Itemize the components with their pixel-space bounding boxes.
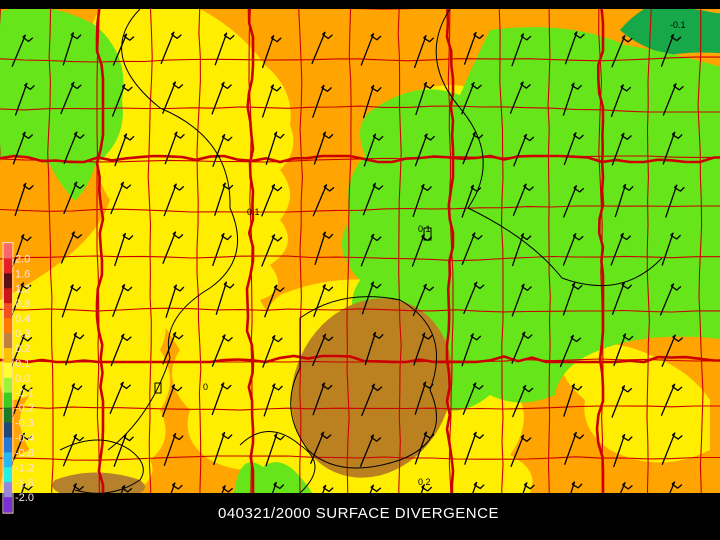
svg-text:0: 0 bbox=[203, 382, 208, 392]
svg-text:-0.8: -0.8 bbox=[15, 447, 34, 459]
svg-text:0.0: 0.0 bbox=[15, 373, 30, 385]
svg-text:-0.2: -0.2 bbox=[15, 403, 34, 415]
svg-text:-1.6: -1.6 bbox=[15, 477, 34, 489]
svg-text:-1.2: -1.2 bbox=[15, 462, 34, 474]
svg-text:-0.4: -0.4 bbox=[15, 433, 34, 445]
svg-text:2.0: 2.0 bbox=[15, 253, 30, 265]
svg-text:-0.1: -0.1 bbox=[670, 20, 686, 30]
svg-text:0.2: 0.2 bbox=[15, 343, 30, 355]
svg-text:1.2: 1.2 bbox=[15, 283, 30, 295]
svg-text:0.1: 0.1 bbox=[15, 358, 30, 370]
svg-text:1.6: 1.6 bbox=[15, 268, 30, 280]
svg-text:0.4: 0.4 bbox=[15, 313, 30, 325]
svg-text:0.1: 0.1 bbox=[247, 207, 260, 217]
svg-text:0.2: 0.2 bbox=[418, 477, 431, 487]
svg-text:0.3: 0.3 bbox=[15, 328, 30, 340]
svg-text:-0.3: -0.3 bbox=[15, 418, 34, 430]
svg-text:040321/2000 SURFACE DIVERGENCE: 040321/2000 SURFACE DIVERGENCE bbox=[218, 505, 499, 522]
svg-text:-2.0: -2.0 bbox=[15, 492, 34, 504]
svg-text:0.8: 0.8 bbox=[15, 298, 30, 310]
svg-text:-0.1: -0.1 bbox=[15, 388, 34, 400]
